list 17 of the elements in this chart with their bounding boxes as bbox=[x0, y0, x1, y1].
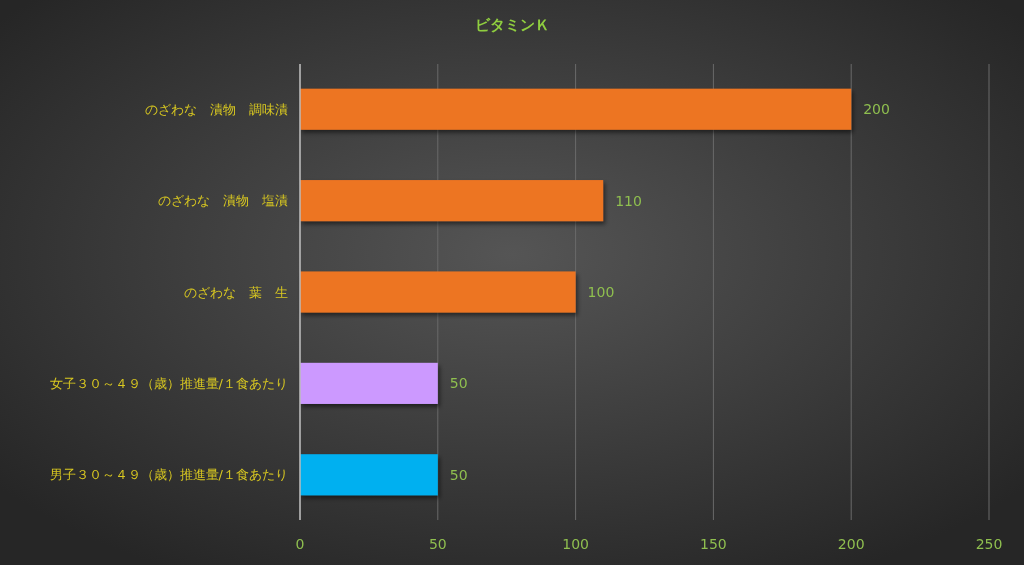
x-tick-label: 150 bbox=[700, 536, 727, 552]
x-tick-label: 100 bbox=[562, 536, 589, 552]
x-tick-label: 0 bbox=[295, 536, 305, 552]
data-label: 50 bbox=[449, 466, 468, 483]
y-tick-label: のざわな 葉 生 bbox=[184, 284, 288, 300]
data-label: 100 bbox=[587, 283, 615, 300]
y-tick-label: 男子３０～４９（歳）推進量/１食あたり bbox=[49, 467, 288, 483]
data-label: 200 bbox=[863, 101, 890, 118]
y-tick-label: のざわな 漬物 塩漬 bbox=[158, 193, 288, 209]
x-tick-label: 50 bbox=[428, 536, 447, 552]
y-tick-label: のざわな 漬物 調味漬 bbox=[145, 101, 288, 117]
data-label: 50 bbox=[449, 375, 468, 392]
data-label: 110 bbox=[615, 192, 642, 209]
chart-title: ビタミンＫ bbox=[474, 16, 550, 34]
x-tick-label: 250 bbox=[975, 536, 1003, 552]
y-tick-label: 女子３０～４９（歳）推進量/１食あたり bbox=[49, 375, 288, 391]
x-tick-label: 200 bbox=[837, 536, 865, 552]
